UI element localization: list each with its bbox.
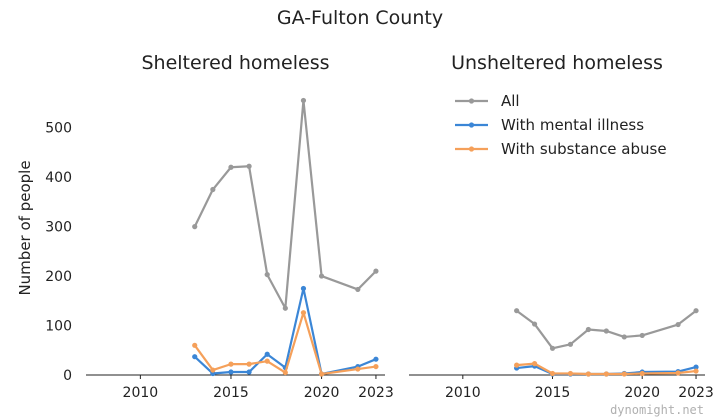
data-point xyxy=(264,358,270,364)
legend-marker xyxy=(468,146,475,152)
data-point xyxy=(514,308,520,314)
data-point xyxy=(192,354,198,360)
legend-label: All xyxy=(501,92,520,110)
legend-label: With substance abuse xyxy=(501,140,667,158)
y-tick-label: 500 xyxy=(45,121,72,137)
x-tick-label: 2020 xyxy=(304,385,340,401)
data-point xyxy=(246,361,252,367)
panels: Sheltered homeless 2010 2015 2020 2023 0 100 20… xyxy=(45,52,714,401)
x-tick-label: 2015 xyxy=(213,385,249,401)
series-with-substance-abuse xyxy=(514,361,699,377)
data-point xyxy=(567,341,574,347)
panel-title-2: Unsheltered homeless xyxy=(451,52,663,74)
data-point xyxy=(192,224,198,230)
data-point xyxy=(246,163,252,169)
panel-title-1: Sheltered homeless xyxy=(141,52,329,74)
data-point xyxy=(300,97,307,104)
series-all xyxy=(514,308,699,351)
data-point xyxy=(603,371,609,377)
y-axis-label: Number of people xyxy=(16,160,34,295)
data-point xyxy=(210,367,216,373)
data-point xyxy=(514,362,520,368)
series-with-mental-illness xyxy=(192,285,379,377)
legend-entry-all: All xyxy=(455,92,520,110)
series-with-substance-abuse xyxy=(192,310,379,377)
data-point xyxy=(675,370,681,376)
panel-2: Unsheltered homeless 2010 2015 2020 2023 xyxy=(409,52,714,401)
data-point xyxy=(318,371,325,377)
x-tick-label: 2023 xyxy=(358,385,394,401)
legend-entry-with-substance-abuse: With substance abuse xyxy=(455,140,667,158)
x-tick-label: 2020 xyxy=(624,385,660,401)
y-tick-label: 0 xyxy=(63,368,72,384)
series-line-with-substance-abuse xyxy=(516,362,697,376)
legend-marker xyxy=(468,122,475,128)
data-point xyxy=(585,371,591,377)
x-tick-label: 2010 xyxy=(445,385,481,401)
data-point xyxy=(282,369,288,376)
data-point xyxy=(228,164,234,170)
data-point xyxy=(300,285,307,292)
y-tick-label: 100 xyxy=(45,319,72,335)
data-point xyxy=(373,268,379,274)
y-tick-label: 400 xyxy=(45,170,72,186)
series-line-with-substance-abuse xyxy=(193,311,377,376)
data-point xyxy=(693,364,699,370)
data-point xyxy=(675,321,681,328)
series-line-all xyxy=(515,309,697,350)
data-point xyxy=(210,186,216,193)
data-point xyxy=(603,328,609,334)
data-point xyxy=(693,308,699,314)
watermark: dynomight.net xyxy=(610,403,704,417)
data-point xyxy=(373,356,379,362)
legend-marker xyxy=(468,98,475,104)
data-point xyxy=(355,286,361,293)
series-line-all xyxy=(193,99,377,310)
x-tick-label: 2023 xyxy=(678,385,714,401)
y-tick-label: 300 xyxy=(45,220,72,236)
data-point xyxy=(264,271,270,278)
data-point xyxy=(567,370,574,377)
data-point xyxy=(228,361,234,367)
data-point xyxy=(531,321,538,327)
x-tick-label: 2015 xyxy=(535,385,571,401)
data-point xyxy=(246,369,252,375)
suptitle: GA-Fulton County xyxy=(277,7,443,29)
data-point xyxy=(621,371,627,377)
panel-1: Sheltered homeless 2010 2015 2020 2023 0 100 20… xyxy=(45,52,393,401)
legend-label: With mental illness xyxy=(501,116,644,134)
legend: All With mental illness With substance abu… xyxy=(455,92,667,158)
data-point xyxy=(531,361,538,367)
y-tick-label: 200 xyxy=(45,269,72,285)
data-point xyxy=(693,368,699,374)
series-line-with-mental-illness xyxy=(193,287,377,376)
data-point xyxy=(639,332,645,339)
data-point xyxy=(585,326,591,333)
data-point xyxy=(639,370,645,377)
data-point xyxy=(355,366,361,372)
data-point xyxy=(621,334,627,340)
data-point xyxy=(373,363,379,370)
data-point xyxy=(282,305,288,311)
data-point xyxy=(192,342,198,348)
series-all xyxy=(192,97,379,311)
data-point xyxy=(228,369,234,375)
x-tick-label: 2010 xyxy=(123,385,159,401)
data-point xyxy=(300,310,307,316)
data-point xyxy=(549,370,556,377)
legend-entry-with-mental-illness: With mental illness xyxy=(455,116,644,134)
data-point xyxy=(264,351,270,357)
data-point xyxy=(549,345,556,351)
data-point xyxy=(318,273,325,279)
